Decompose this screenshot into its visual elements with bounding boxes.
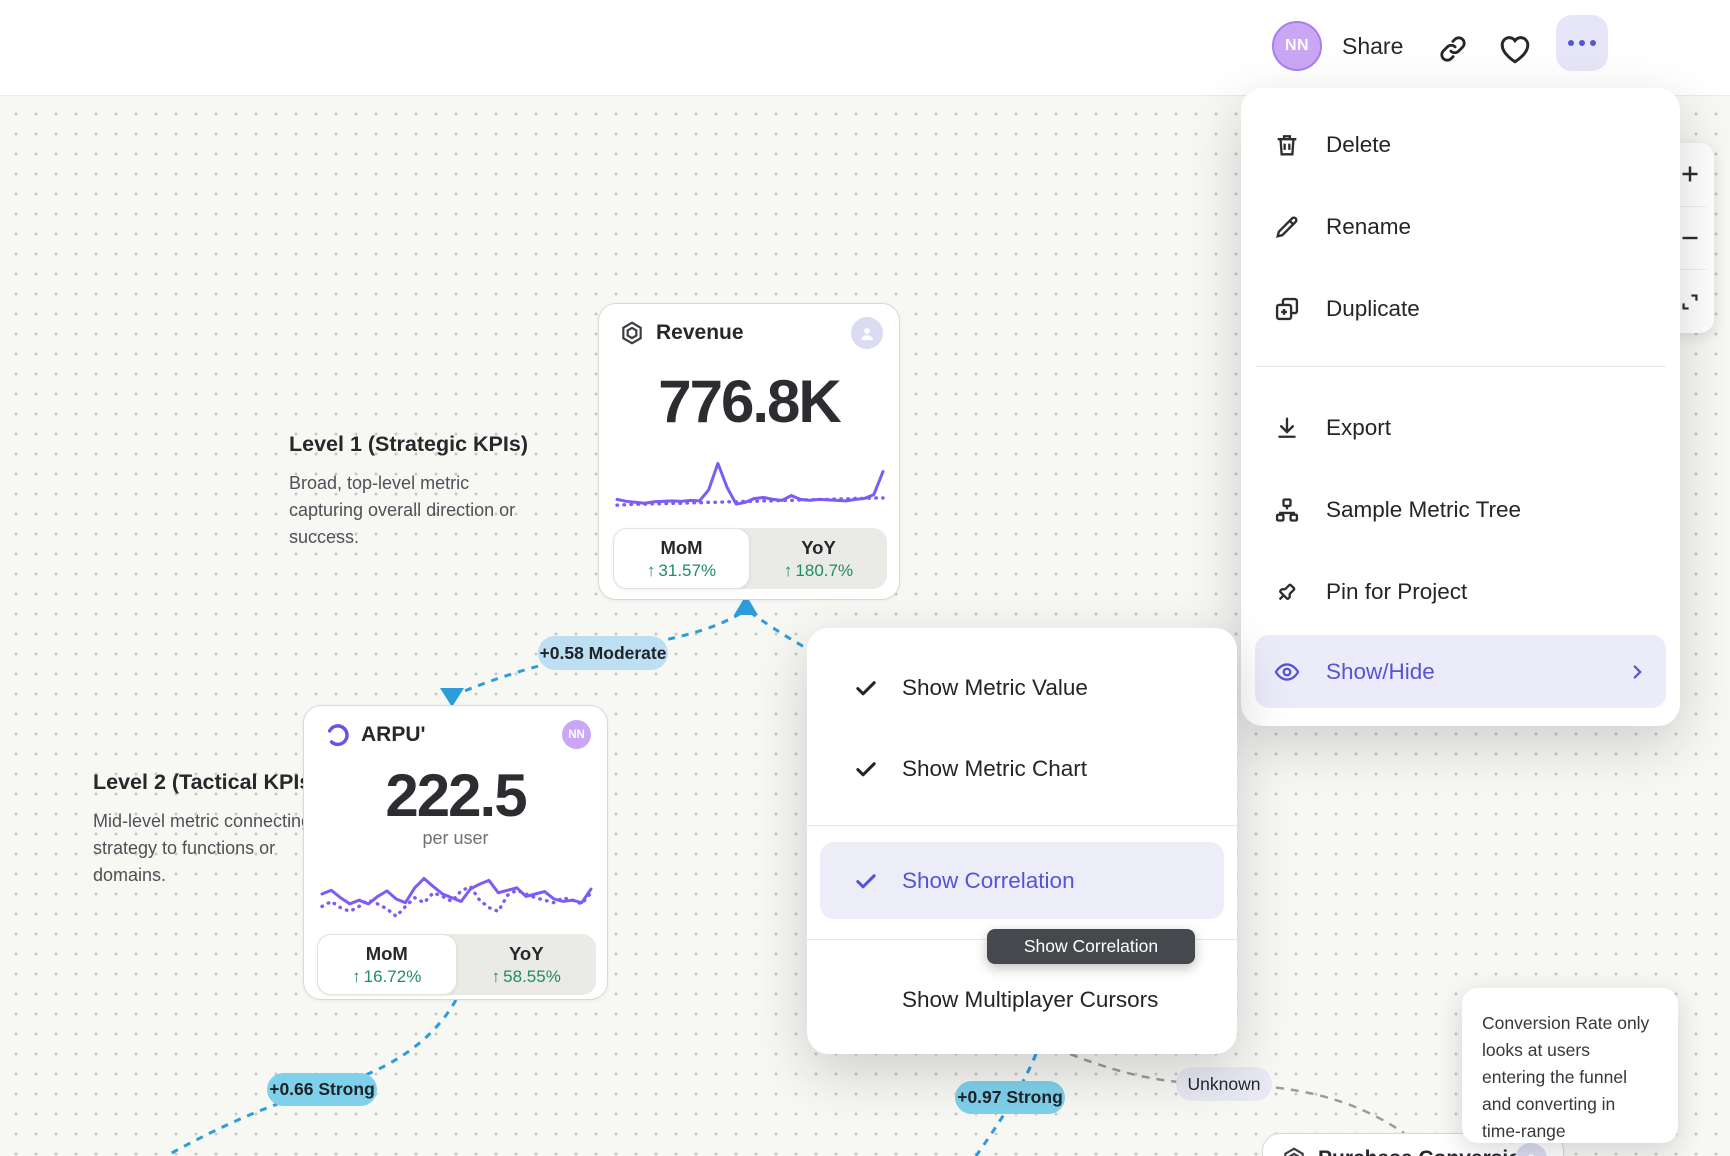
show-correlation-tooltip: Show Correlation [987,929,1195,964]
conversion-note-tooltip: Conversion Rate only looks at users ente… [1462,988,1678,1143]
owner-avatar[interactable] [851,317,883,349]
chevron-right-icon [1626,661,1648,683]
menu-item-show-hide[interactable]: Show/Hide [1255,635,1666,708]
metric-value: 222.5 [385,762,527,829]
mom-delta: ↑ 31.57% [646,560,717,580]
share-button[interactable]: Share [1342,33,1404,59]
user-avatar[interactable]: NN [1272,21,1322,71]
menu-item-duplicate[interactable]: Duplicate [1255,268,1666,350]
card-title: Purchase Conversion Rate [1318,1147,1518,1156]
level-2-label: Level 2 (Tactical KPIs) Mid-level metric… [93,770,338,889]
expand-icon [1682,294,1698,310]
minus-icon [1682,236,1698,240]
level-2-title: Level 2 (Tactical KPIs) [93,770,319,794]
person-icon [861,328,873,341]
submenu-item-show-metric-chart[interactable]: Show Metric Chart [807,728,1237,809]
zoom-out-button[interactable] [1666,207,1714,270]
fit-view-button[interactable] [1666,270,1714,333]
card-title: Revenue [656,321,744,344]
yoy-segment[interactable]: YoY ↑ 180.7% [750,528,887,589]
yoy-delta: ↑ 180.7% [783,560,854,580]
correlation-badge[interactable]: +0.66 Strong [267,1073,377,1106]
correlation-badge[interactable]: +0.58 Moderate [538,636,668,670]
tree-icon [1273,496,1301,524]
mom-delta: ↑ 16.72% [352,966,422,986]
sparkline [319,858,594,930]
context-menu: Delete Rename Duplicate Export Sample M [1241,88,1680,726]
pin-icon [1273,578,1301,606]
show-hide-submenu: Show Metric Value Show Metric Chart Show… [807,628,1237,1054]
sparkline [614,456,886,514]
metric-hexagon-icon [1281,1146,1307,1156]
trash-icon [1273,131,1301,159]
mom-label: MoM [660,536,703,558]
menu-item-export[interactable]: Export [1255,387,1666,469]
check-icon [852,755,880,783]
correlation-badge-unknown[interactable]: Unknown [1176,1067,1272,1101]
ellipsis-icon [1568,40,1574,46]
up-arrow-icon: ↑ [491,966,501,986]
link-icon [1440,36,1466,62]
menu-divider [1255,366,1666,367]
change-toggle: MoM ↑ 16.72% YoY ↑ 58.55% [317,934,596,995]
yoy-segment[interactable]: YoY ↑ 58.55% [457,934,597,995]
submenu-divider [807,825,1237,826]
menu-item-rename[interactable]: Rename [1255,186,1666,268]
submenu-item-show-multiplayer-cursors[interactable]: Show Multiplayer Cursors [902,986,1159,1012]
metric-hexagon-icon [619,320,645,346]
yoy-delta: ↑ 58.55% [491,966,561,986]
check-icon [852,674,880,702]
mom-segment[interactable]: MoM ↑ 31.57% [613,528,750,589]
check-icon [852,867,880,895]
card-title: ARPU' [361,723,426,746]
pencil-icon [1273,213,1301,241]
level-2-description: Mid-level metric connecting strategy to … [93,811,312,885]
download-icon [1273,414,1301,442]
duplicate-icon [1273,295,1301,323]
yoy-label: YoY [801,536,836,558]
yoy-label: YoY [508,942,544,964]
eye-icon [1273,658,1301,686]
more-options-button[interactable] [1556,15,1608,71]
person-icon [1528,1154,1534,1156]
submenu-item-show-metric-value[interactable]: Show Metric Value [807,647,1237,728]
copy-link-button[interactable] [1437,33,1469,65]
collaborator-avatar[interactable]: NN [562,720,591,749]
up-arrow-icon: ↑ [352,966,361,986]
top-bar: NN Share [0,0,1730,96]
zoom-in-button[interactable] [1666,143,1714,206]
menu-item-pin-for-project[interactable]: Pin for Project [1255,551,1666,633]
plus-icon [1682,166,1698,182]
heart-icon [1500,36,1530,64]
level-1-title: Level 1 (Strategic KPIs) [289,432,528,456]
correlation-badge[interactable]: +0.97 Strong [955,1081,1065,1114]
up-arrow-icon: ↑ [783,560,793,580]
level-1-label: Level 1 (Strategic KPIs) Broad, top-leve… [289,432,539,551]
menu-item-sample-metric-tree[interactable]: Sample Metric Tree [1255,469,1666,551]
metric-unit: per user [422,828,489,848]
up-arrow-icon: ↑ [646,560,656,580]
mom-label: MoM [365,942,408,964]
submenu-item-show-correlation[interactable]: Show Correlation [820,842,1224,919]
metric-arc-icon [324,722,350,748]
metric-value: 776.8K [658,368,841,435]
level-1-description: Broad, top-level metric capturing overal… [289,473,516,547]
metric-card-revenue[interactable]: Revenue 776.8K MoM ↑ 31.57% YoY ↑ 180.7% [598,303,900,600]
favorite-button[interactable] [1497,31,1533,67]
mom-segment[interactable]: MoM ↑ 16.72% [317,934,457,995]
metric-card-arpu[interactable]: ARPU' NN 222.5 per user MoM ↑ 16.72% YoY … [303,705,608,1000]
change-toggle: MoM ↑ 31.57% YoY ↑ 180.7% [613,528,887,589]
menu-item-delete[interactable]: Delete [1255,104,1666,186]
